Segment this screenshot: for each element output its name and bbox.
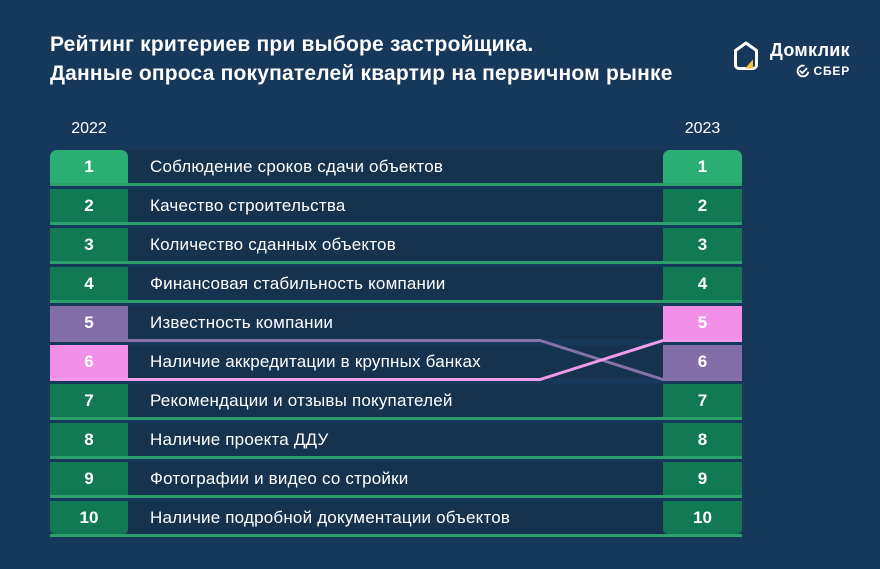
rank-row-1: 1 Соблюдение сроков сдачи объектов 1: [50, 150, 742, 186]
criterion-label: Финансовая стабильность компании: [128, 267, 663, 300]
rank-badge-2022: 2: [50, 189, 128, 222]
criterion-label: Наличие аккредитации в крупных банках: [128, 345, 663, 378]
rank-badge-2022: 5: [50, 306, 128, 339]
rank-badge-2022: 10: [50, 501, 128, 534]
rank-badge-2022: 3: [50, 228, 128, 261]
year-2023-label: 2023: [684, 120, 721, 137]
criterion-label: Количество сданных объектов: [128, 228, 663, 261]
criterion-label: Качество строительства: [128, 189, 663, 222]
rank-badge-2023: 7: [663, 384, 742, 417]
rank-badge-2022: 7: [50, 384, 128, 417]
rank-badge-2023: 1: [663, 150, 742, 183]
domclick-logo: Домклик СБЕР: [730, 40, 850, 78]
rank-badge-2022: 9: [50, 462, 128, 495]
criterion-label: Рекомендации и отзывы покупателей: [128, 384, 663, 417]
rank-badge-2023: 4: [663, 267, 742, 300]
rank-badge-2022: 6: [50, 345, 128, 378]
domclick-wordmark: Домклик: [770, 40, 850, 60]
sber-lockup: СБЕР: [796, 64, 851, 78]
sber-check-icon: [796, 64, 809, 78]
domclick-house-icon: [734, 41, 759, 70]
rank-badge-2022: 8: [50, 423, 128, 456]
rank-badge-2023: 10: [663, 501, 742, 534]
criterion-label: Фотографии и видео со стройки: [128, 462, 663, 495]
year-2022-label: 2022: [71, 120, 107, 137]
rank-row-9: 9 Фотографии и видео со стройки 9: [50, 462, 742, 498]
rank-row-6: 6 Наличие аккредитации в крупных банках 6: [50, 345, 742, 381]
ranking-table: 1 Соблюдение сроков сдачи объектов 1 2 Качес…: [50, 150, 742, 540]
sber-wordmark: СБЕР: [813, 64, 850, 78]
title-line-1: Рейтинг критериев при выборе застройщика…: [50, 33, 534, 56]
criterion-label: Наличие подробной документации объектов: [128, 501, 663, 534]
rank-badge-2022: 4: [50, 267, 128, 300]
rank-badge-2023: 8: [663, 423, 742, 456]
rank-row-7: 7 Рекомендации и отзывы покупателей 7: [50, 384, 742, 420]
rank-row-8: 8 Наличие проекта ДДУ 8: [50, 423, 742, 459]
rank-row-5: 5 Известность компании 5: [50, 306, 742, 342]
rank-badge-2023: 5: [663, 306, 742, 339]
criterion-label: Соблюдение сроков сдачи объектов: [128, 150, 663, 183]
rank-row-3: 3 Количество сданных объектов 3: [50, 228, 742, 264]
logo-text: Домклик СБЕР: [770, 40, 850, 78]
page-title: Рейтинг критериев при выборе застройщика…: [50, 30, 673, 88]
rank-badge-2023: 9: [663, 462, 742, 495]
rank-badge-2023: 2: [663, 189, 742, 222]
house-fold-accent: [745, 59, 754, 69]
rank-badge-2023: 3: [663, 228, 742, 261]
criterion-label: Известность компании: [128, 306, 663, 339]
rank-badge-2022: 1: [50, 150, 128, 183]
rank-row-10: 10 Наличие подробной документации объекто…: [50, 501, 742, 537]
rank-row-2: 2 Качество строительства 2: [50, 189, 742, 225]
rank-badge-2023: 6: [663, 345, 742, 378]
rank-row-4: 4 Финансовая стабильность компании 4: [50, 267, 742, 303]
criterion-label: Наличие проекта ДДУ: [128, 423, 663, 456]
title-line-2: Данные опроса покупателей квартир на пер…: [50, 62, 673, 85]
